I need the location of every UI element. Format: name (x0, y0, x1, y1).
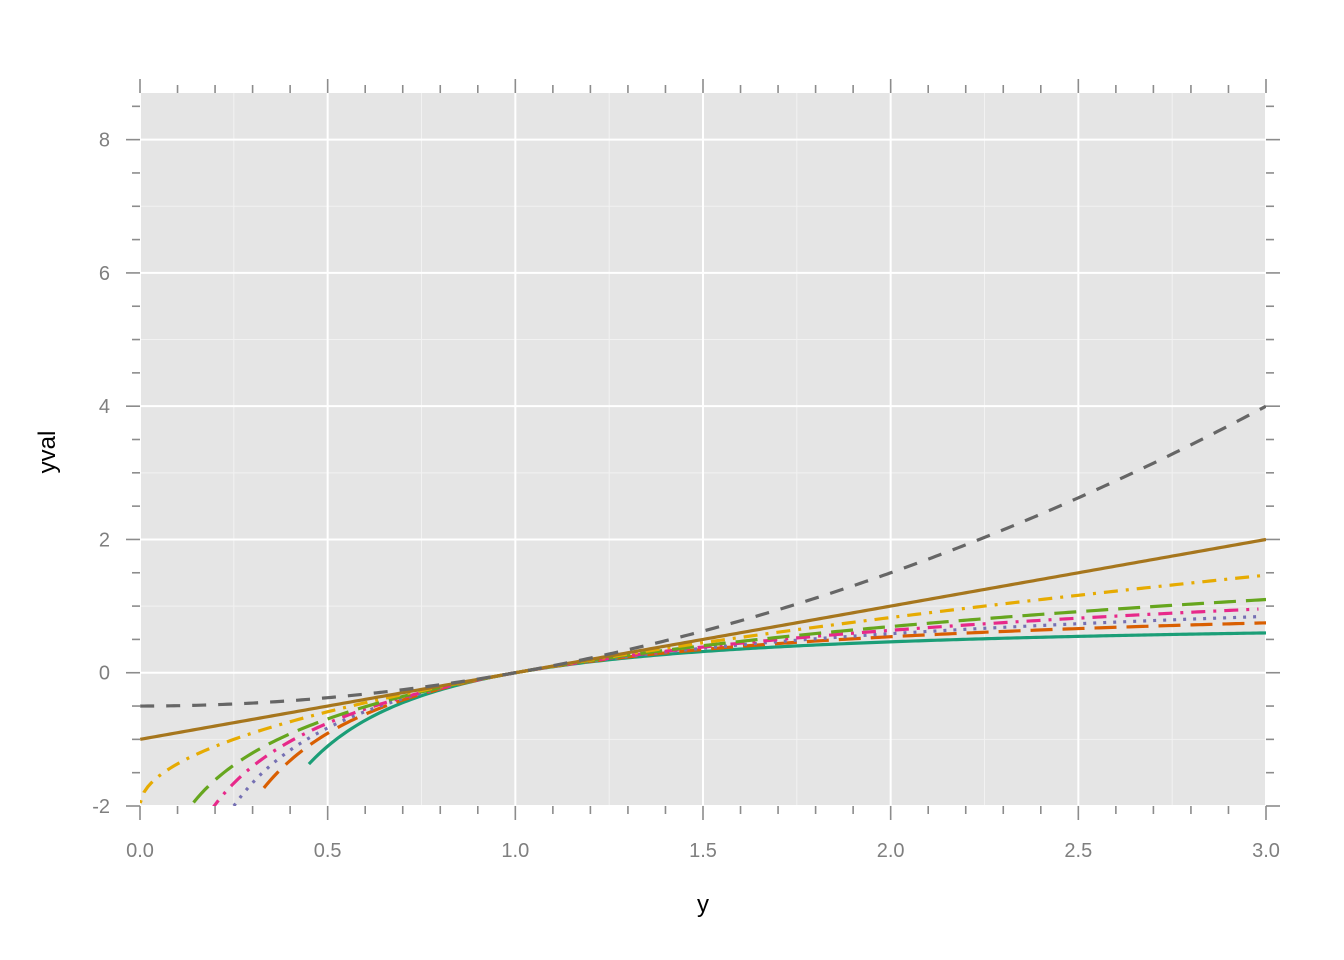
x-tick-label: 1.0 (501, 840, 529, 862)
x-tick-label: 3.0 (1252, 840, 1280, 862)
y-axis-title: yval (34, 431, 61, 474)
series-line-5 (188, 597, 1266, 806)
y-tick-label: 8 (99, 130, 110, 152)
y-tick-label: 4 (99, 396, 110, 418)
x-tick-label: 0.5 (314, 840, 342, 862)
x-tick-label: 1.5 (689, 840, 717, 862)
x-tick-label: 0.0 (126, 840, 154, 862)
y-tick-label: 2 (99, 529, 110, 551)
tick-labels: 0.0 0.5 1.0 1.5 2.0 2.5 3.0 -2 0 2 4 6 8 (92, 130, 1280, 862)
series-line-6 (140, 573, 1266, 804)
y-tick-label: 0 (99, 663, 110, 685)
x-axis-title: y (697, 891, 709, 918)
series-line-3 (232, 615, 1259, 806)
series-line-2 (262, 621, 1266, 789)
series-lines (140, 404, 1266, 806)
x-tick-label: 2.0 (877, 840, 905, 862)
x-tick-label: 2.5 (1064, 840, 1092, 862)
y-tick-label: -2 (92, 796, 110, 818)
y-tick-label: 6 (99, 263, 110, 285)
series-line-7 (140, 537, 1266, 741)
axis-ticks (126, 79, 1280, 820)
series-line-8 (140, 404, 1266, 708)
